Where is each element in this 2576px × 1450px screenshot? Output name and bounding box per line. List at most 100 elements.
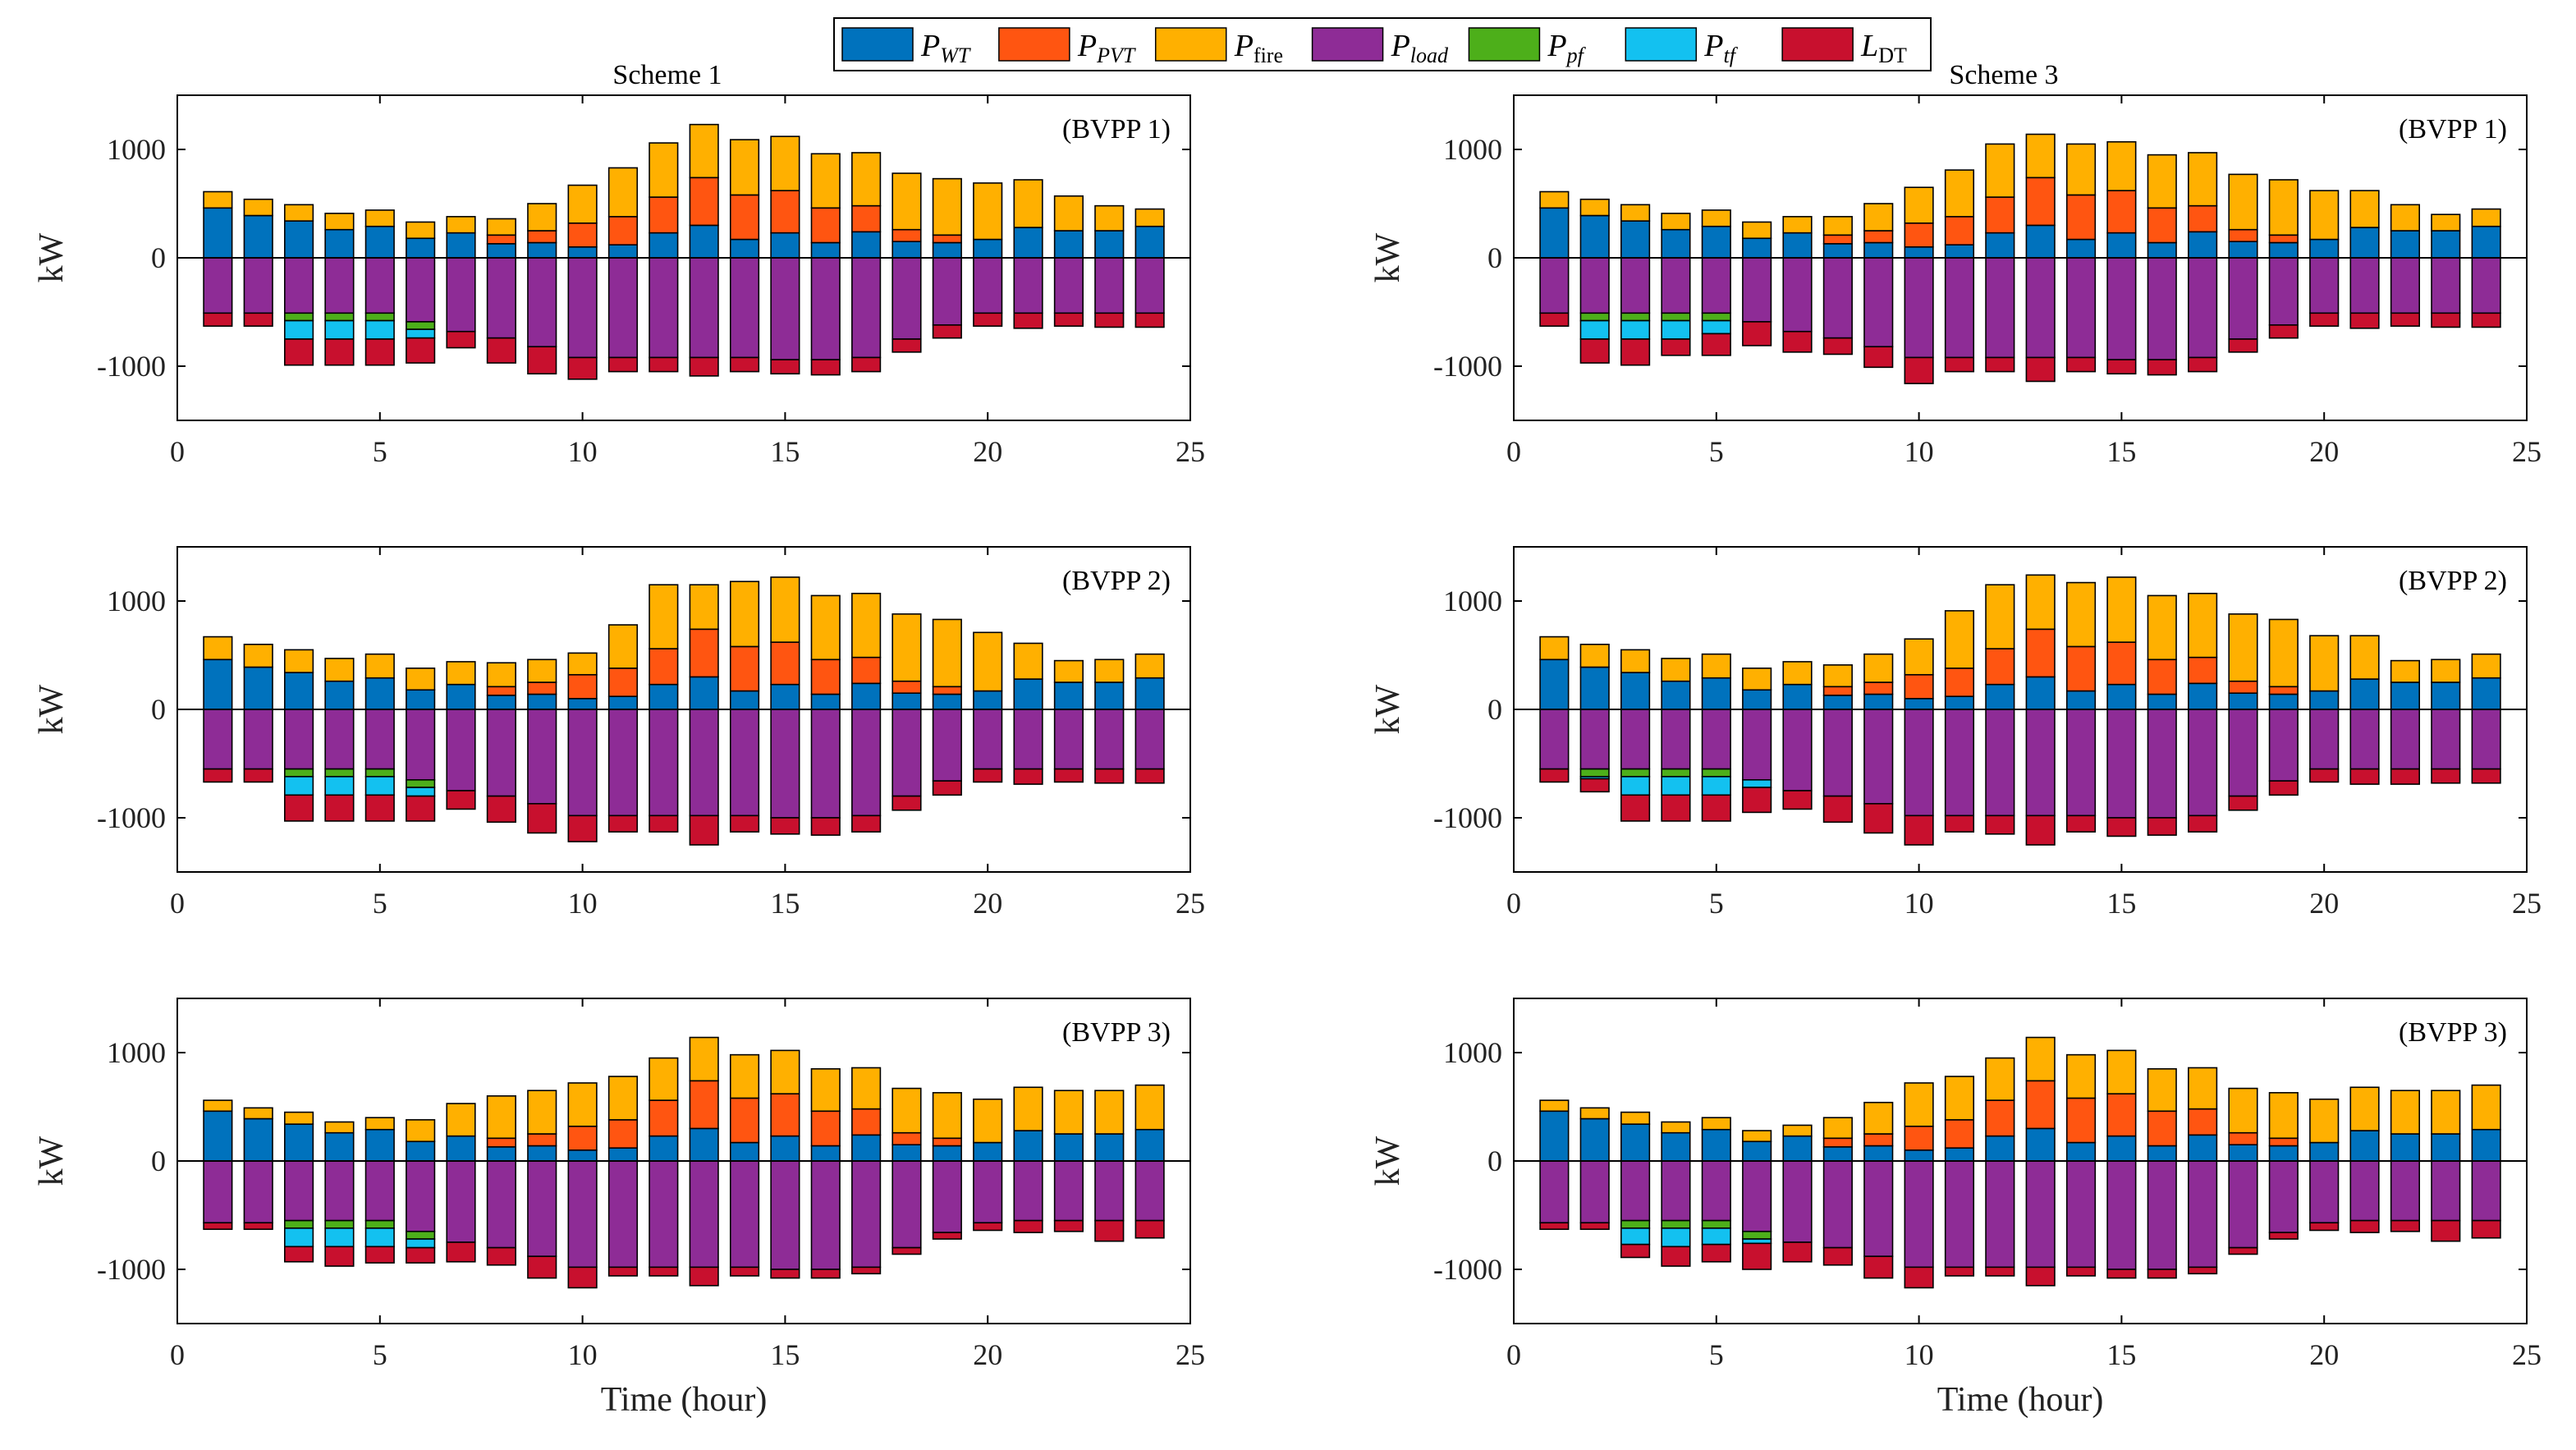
x-tick-label: 20	[973, 435, 1002, 468]
bar-l-dt-h13	[2025, 356, 2056, 383]
y-tick-label: -1000	[1433, 801, 1502, 834]
bar-p-fire-h9	[1863, 1101, 1894, 1135]
bar-p-fire-h16	[2147, 594, 2177, 661]
bar-p-wt-h9	[1863, 1145, 1894, 1162]
bar-p-load-h12	[1985, 257, 2015, 359]
bar-p-wt-h22	[1053, 681, 1084, 710]
bar-p-wt-h15	[2106, 232, 2137, 259]
bar-l-dt-h12	[1985, 814, 2015, 835]
bar-l-dt-h19	[932, 780, 962, 796]
bar-p-fire-h20	[2309, 1098, 2340, 1144]
bar-p-load-h23	[2431, 709, 2461, 770]
bar-p-wt-h8	[1822, 695, 1853, 710]
bar-p-fire-h1	[203, 1099, 233, 1113]
bar-p-fire-h17	[2188, 152, 2218, 207]
bar-p-wt-h1	[203, 1110, 233, 1162]
bar-p-load-h17	[851, 257, 882, 359]
bar-p-tf-h4	[1661, 319, 1691, 340]
bar-p-load-h20	[973, 257, 1003, 314]
bar-p-wt-h15	[770, 232, 800, 259]
bar-p-fire-h19	[932, 177, 962, 236]
bar-p-wt-h1	[203, 658, 233, 710]
bar-p-load-h17	[2188, 257, 2218, 359]
bar-l-dt-h7	[446, 1241, 476, 1263]
bar-p-wt-h13	[2025, 676, 2056, 710]
x-tick-label: 0	[170, 887, 185, 920]
bar-p-load-h18	[2228, 257, 2258, 340]
bar-p-fire-h2	[1579, 198, 1610, 217]
bar-p-fire-h24	[2471, 653, 2501, 679]
bar-p-wt-h8	[1822, 1146, 1853, 1162]
bar-p-pvt-h8	[1822, 234, 1853, 245]
bar-p-wt-h4	[1661, 680, 1691, 710]
bar-p-fire-h13	[2025, 574, 2056, 631]
bar-p-pvt-h8	[486, 686, 516, 696]
bar-p-pvt-h12	[1985, 196, 2015, 234]
bar-l-dt-h22	[2390, 1219, 2420, 1232]
bar-p-pf-h4	[324, 1219, 355, 1229]
bar-p-tf-h4	[324, 1227, 355, 1248]
bar-l-dt-h3	[1620, 794, 1651, 822]
bar-p-load-h16	[2147, 1160, 2177, 1270]
x-tick-label: 5	[1709, 887, 1724, 920]
x-tick-label: 15	[770, 1338, 800, 1371]
bar-l-dt-h13	[689, 1266, 719, 1287]
bar-p-pvt-h10	[567, 222, 598, 248]
bar-p-wt-h12	[649, 683, 679, 710]
bar-p-load-h5	[1701, 709, 1731, 770]
bar-p-load-h19	[2268, 1160, 2299, 1233]
bar-p-fire-h11	[1944, 169, 1975, 218]
bar-p-fire-h17	[2188, 592, 2218, 658]
bar-p-wt-h11	[607, 695, 639, 710]
x-tick-label: 20	[2309, 1338, 2339, 1371]
bar-p-pf-h5	[1701, 768, 1731, 778]
bar-p-wt-h10	[567, 697, 598, 710]
panel-annotation: (BVPP 3)	[1062, 1017, 1171, 1048]
bar-p-wt-h15	[770, 683, 800, 710]
bar-p-wt-h1	[1539, 658, 1570, 710]
bar-l-dt-h6	[406, 337, 436, 364]
bar-p-pvt-h16	[810, 207, 841, 244]
bar-p-fire-h12	[1985, 584, 2015, 649]
bar-p-wt-h19	[2268, 241, 2299, 259]
bar-p-fire-h1	[203, 636, 233, 661]
bar-p-load-h1	[203, 257, 233, 314]
bar-p-load-h9	[527, 257, 557, 348]
bar-p-fire-h5	[1701, 209, 1731, 227]
bar-p-pvt-h18	[2228, 1131, 2258, 1146]
bar-p-fire-h24	[1134, 1084, 1165, 1131]
bar-l-dt-h3	[284, 1246, 314, 1263]
bar-p-wt-h6	[406, 237, 436, 259]
bar-l-dt-h11	[1944, 1266, 1975, 1277]
bar-p-wt-h11	[607, 244, 639, 259]
bar-p-load-h9	[527, 1160, 557, 1257]
bar-p-load-h20	[2309, 257, 2340, 314]
bar-p-pvt-h11	[607, 668, 639, 697]
bar-p-wt-h6	[406, 1140, 436, 1162]
bar-l-dt-h21	[1013, 768, 1043, 785]
bar-p-load-h23	[2431, 257, 2461, 314]
bar-p-load-h13	[2025, 709, 2056, 817]
bar-l-dt-h15	[770, 1269, 800, 1279]
bar-p-wt-h18	[2228, 692, 2258, 710]
bar-l-dt-h11	[607, 814, 639, 833]
x-tick-label: 10	[1904, 1338, 1934, 1371]
bar-l-dt-h16	[810, 817, 841, 836]
bar-p-load-h23	[1094, 257, 1125, 314]
bar-p-load-h11	[607, 709, 639, 817]
bar-p-wt-h6	[406, 689, 436, 710]
bar-p-fire-h18	[892, 1087, 922, 1134]
bar-p-load-h15	[2106, 1160, 2137, 1270]
bar-p-fire-h8	[1822, 664, 1853, 688]
bar-p-wt-h20	[2309, 690, 2340, 710]
y-tick-label: -1000	[1433, 1253, 1502, 1286]
bar-p-pvt-h19	[932, 234, 962, 244]
bar-p-load-h20	[2309, 709, 2340, 770]
bar-l-dt-h7	[1782, 1241, 1813, 1263]
bar-p-load-h3	[284, 257, 314, 314]
bar-l-dt-h10	[567, 814, 598, 842]
bar-p-load-h8	[486, 709, 516, 797]
bar-l-dt-h20	[2309, 768, 2340, 783]
bar-l-dt-h16	[2147, 817, 2177, 836]
bar-p-fire-h9	[1863, 203, 1894, 232]
